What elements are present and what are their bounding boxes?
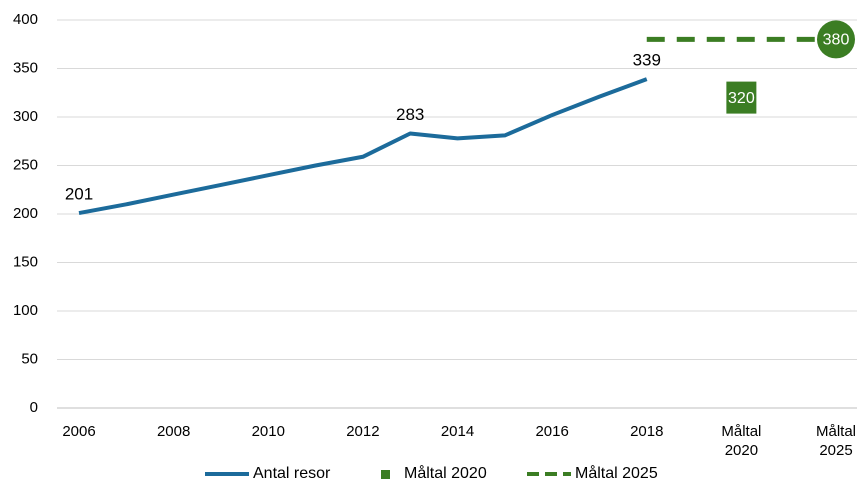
- legend: Antal resor Måltal 2020 Måltal 2025: [0, 464, 859, 482]
- x-tick-label: Måltal 2025: [815, 423, 856, 459]
- y-tick-label: 350: [13, 59, 38, 76]
- data-label: 201: [65, 185, 93, 204]
- x-tick-label: 2012: [346, 423, 380, 440]
- y-tick-label: 0: [30, 399, 38, 416]
- marker: [726, 81, 757, 114]
- y-tick-label: 250: [13, 156, 38, 173]
- legend-square: [381, 470, 390, 479]
- x-tick-label: 2010: [251, 423, 285, 440]
- y-tick-label: 100: [13, 302, 38, 319]
- x-tick-label: 2008: [156, 423, 191, 440]
- x-tick-label: 2018: [630, 423, 664, 440]
- y-tick-label: 50: [21, 350, 38, 367]
- legend-item: Måltal 2025: [527, 464, 658, 482]
- y-tick-label: 300: [13, 108, 38, 125]
- x-tick-label: 2014: [440, 423, 475, 440]
- legend-swatch: [381, 470, 390, 479]
- legend-swatch: [205, 472, 249, 476]
- line-series: [78, 77, 648, 215]
- legend-item: Måltal 2020: [378, 464, 487, 482]
- y-tick-label: 150: [13, 253, 38, 270]
- data-label: 339: [633, 51, 661, 70]
- marker: [817, 20, 855, 59]
- x-tick-label: 2016: [535, 423, 569, 440]
- data-label: 320: [728, 90, 755, 107]
- legend-item: Antal resor: [205, 464, 330, 482]
- legend-label: Antal resor: [253, 465, 331, 482]
- legend-swatch: [527, 472, 571, 476]
- data-label: 283: [396, 105, 424, 124]
- data-label: 380: [823, 32, 850, 49]
- legend-label: Måltal 2025: [575, 465, 658, 482]
- x-tick-label: Måltal 2020: [721, 423, 762, 459]
- y-tick-label: 200: [13, 205, 38, 222]
- chart: 0 50 100 150 200 250 300 350 400 201 283 339 320 380: [13, 11, 857, 416]
- legend-label: Måltal 2020: [404, 465, 487, 482]
- x-tick-label: 2006: [62, 423, 96, 440]
- y-tick-label: 400: [13, 11, 38, 28]
